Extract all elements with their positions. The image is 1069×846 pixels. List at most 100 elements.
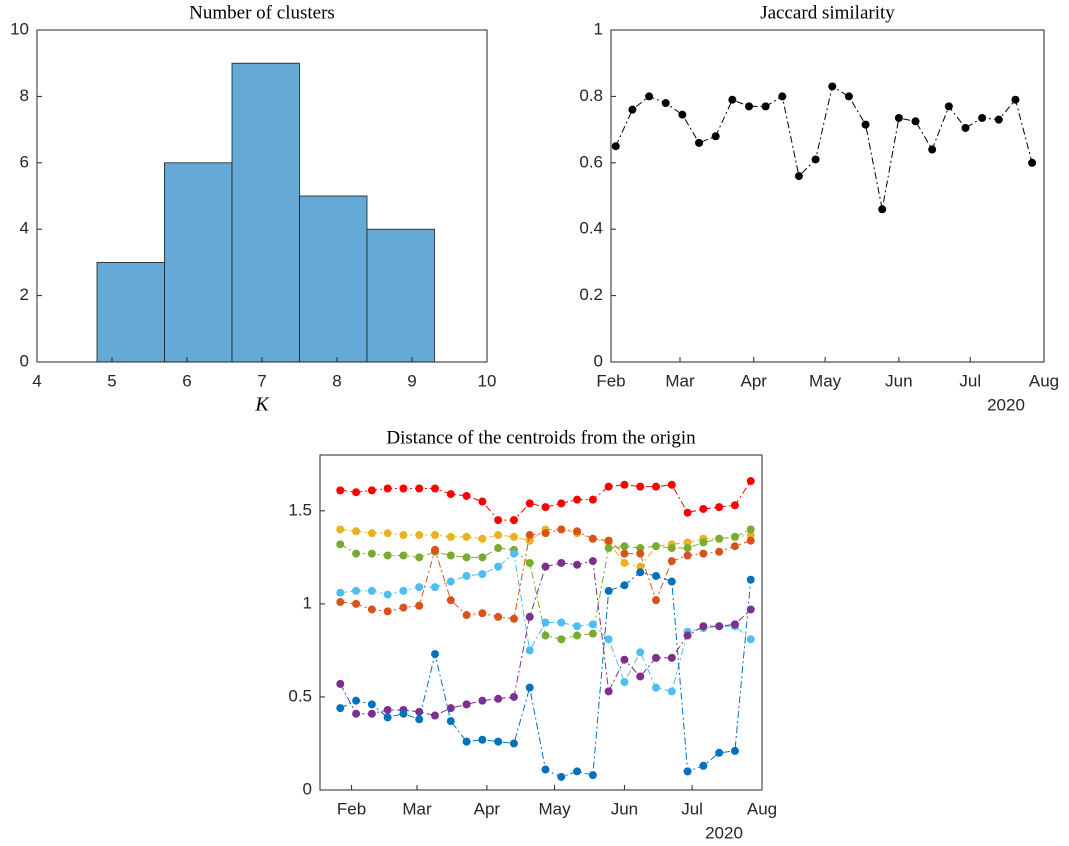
plot-area	[320, 455, 762, 790]
data-point	[557, 499, 566, 508]
data-point	[383, 551, 392, 560]
y-tick-label: 0	[594, 351, 603, 370]
data-point	[509, 516, 518, 525]
data-point	[383, 705, 392, 714]
x-tick-label: Feb	[596, 371, 625, 390]
data-point	[636, 648, 645, 657]
series-line	[615, 85, 1033, 210]
data-point	[978, 113, 987, 122]
data-point	[683, 508, 692, 517]
data-point	[399, 586, 408, 595]
data-point	[588, 620, 597, 629]
data-point	[928, 145, 937, 154]
data-point	[652, 596, 661, 605]
x-tick-label: Jun	[611, 799, 638, 818]
data-point	[367, 700, 376, 709]
data-point	[573, 622, 582, 631]
data-point	[652, 542, 661, 551]
data-point	[336, 598, 345, 607]
chart-title: Distance of the centroids from the origi…	[386, 427, 696, 448]
data-point	[383, 529, 392, 538]
data-point	[699, 504, 708, 513]
data-point	[636, 549, 645, 558]
x-tick-label: Jul	[681, 799, 703, 818]
data-point	[352, 709, 361, 718]
data-point	[462, 700, 471, 709]
data-point	[399, 484, 408, 493]
data-point	[509, 692, 518, 701]
data-point	[683, 767, 692, 776]
data-point	[462, 553, 471, 562]
data-point	[557, 635, 566, 644]
x-tick-label: Feb	[337, 799, 366, 818]
data-point	[894, 113, 903, 122]
data-point	[667, 480, 676, 489]
data-point	[525, 683, 534, 692]
data-point	[557, 618, 566, 627]
data-point	[573, 631, 582, 640]
x-tick-label: 8	[332, 371, 341, 390]
data-point	[604, 544, 613, 553]
data-point	[652, 683, 661, 692]
data-point	[336, 679, 345, 688]
data-point	[652, 482, 661, 491]
y-tick-label: 0	[303, 779, 312, 798]
data-point	[415, 583, 424, 592]
x-tick-label: 9	[407, 371, 416, 390]
data-point	[525, 531, 534, 540]
data-point	[678, 110, 687, 119]
data-point	[699, 549, 708, 558]
data-point	[541, 765, 550, 774]
data-point	[861, 120, 870, 129]
data-point	[525, 536, 534, 545]
data-point	[878, 205, 887, 214]
data-point	[761, 102, 770, 111]
data-point	[494, 544, 503, 553]
data-point	[478, 534, 487, 543]
data-point	[462, 491, 471, 500]
data-point	[794, 172, 803, 181]
data-point	[683, 538, 692, 547]
data-point	[844, 92, 853, 101]
y-tick-label: 0	[20, 351, 29, 370]
data-point	[604, 536, 613, 545]
data-point	[699, 622, 708, 631]
data-point	[636, 544, 645, 553]
data-point	[604, 635, 613, 644]
series-line	[340, 552, 752, 692]
x-tick-label: Apr	[741, 371, 768, 390]
histogram-bar	[231, 62, 300, 363]
data-point	[525, 558, 534, 567]
data-point	[620, 678, 629, 687]
data-point	[509, 532, 518, 541]
data-point	[494, 531, 503, 540]
data-point	[715, 622, 724, 631]
data-point	[431, 583, 440, 592]
data-point	[494, 612, 503, 621]
data-point	[652, 653, 661, 662]
data-point	[446, 532, 455, 541]
data-point	[367, 549, 376, 558]
data-point	[336, 486, 345, 495]
data-point	[811, 155, 820, 164]
x-tick-label: 10	[478, 371, 497, 390]
data-point	[604, 687, 613, 696]
data-point	[478, 696, 487, 705]
x-tick-label: Aug	[747, 799, 777, 818]
data-point	[588, 771, 597, 780]
data-point	[620, 480, 629, 489]
data-point	[352, 599, 361, 608]
y-tick-label: 10	[10, 19, 29, 38]
data-point	[367, 529, 376, 538]
data-point	[352, 586, 361, 595]
data-point	[336, 704, 345, 713]
data-point	[367, 709, 376, 718]
data-point	[431, 650, 440, 659]
axes-box	[319, 454, 763, 791]
data-point	[462, 571, 471, 580]
data-point	[994, 115, 1003, 124]
data-point	[509, 549, 518, 558]
data-point	[730, 620, 739, 629]
data-point	[557, 525, 566, 534]
data-point	[446, 577, 455, 586]
